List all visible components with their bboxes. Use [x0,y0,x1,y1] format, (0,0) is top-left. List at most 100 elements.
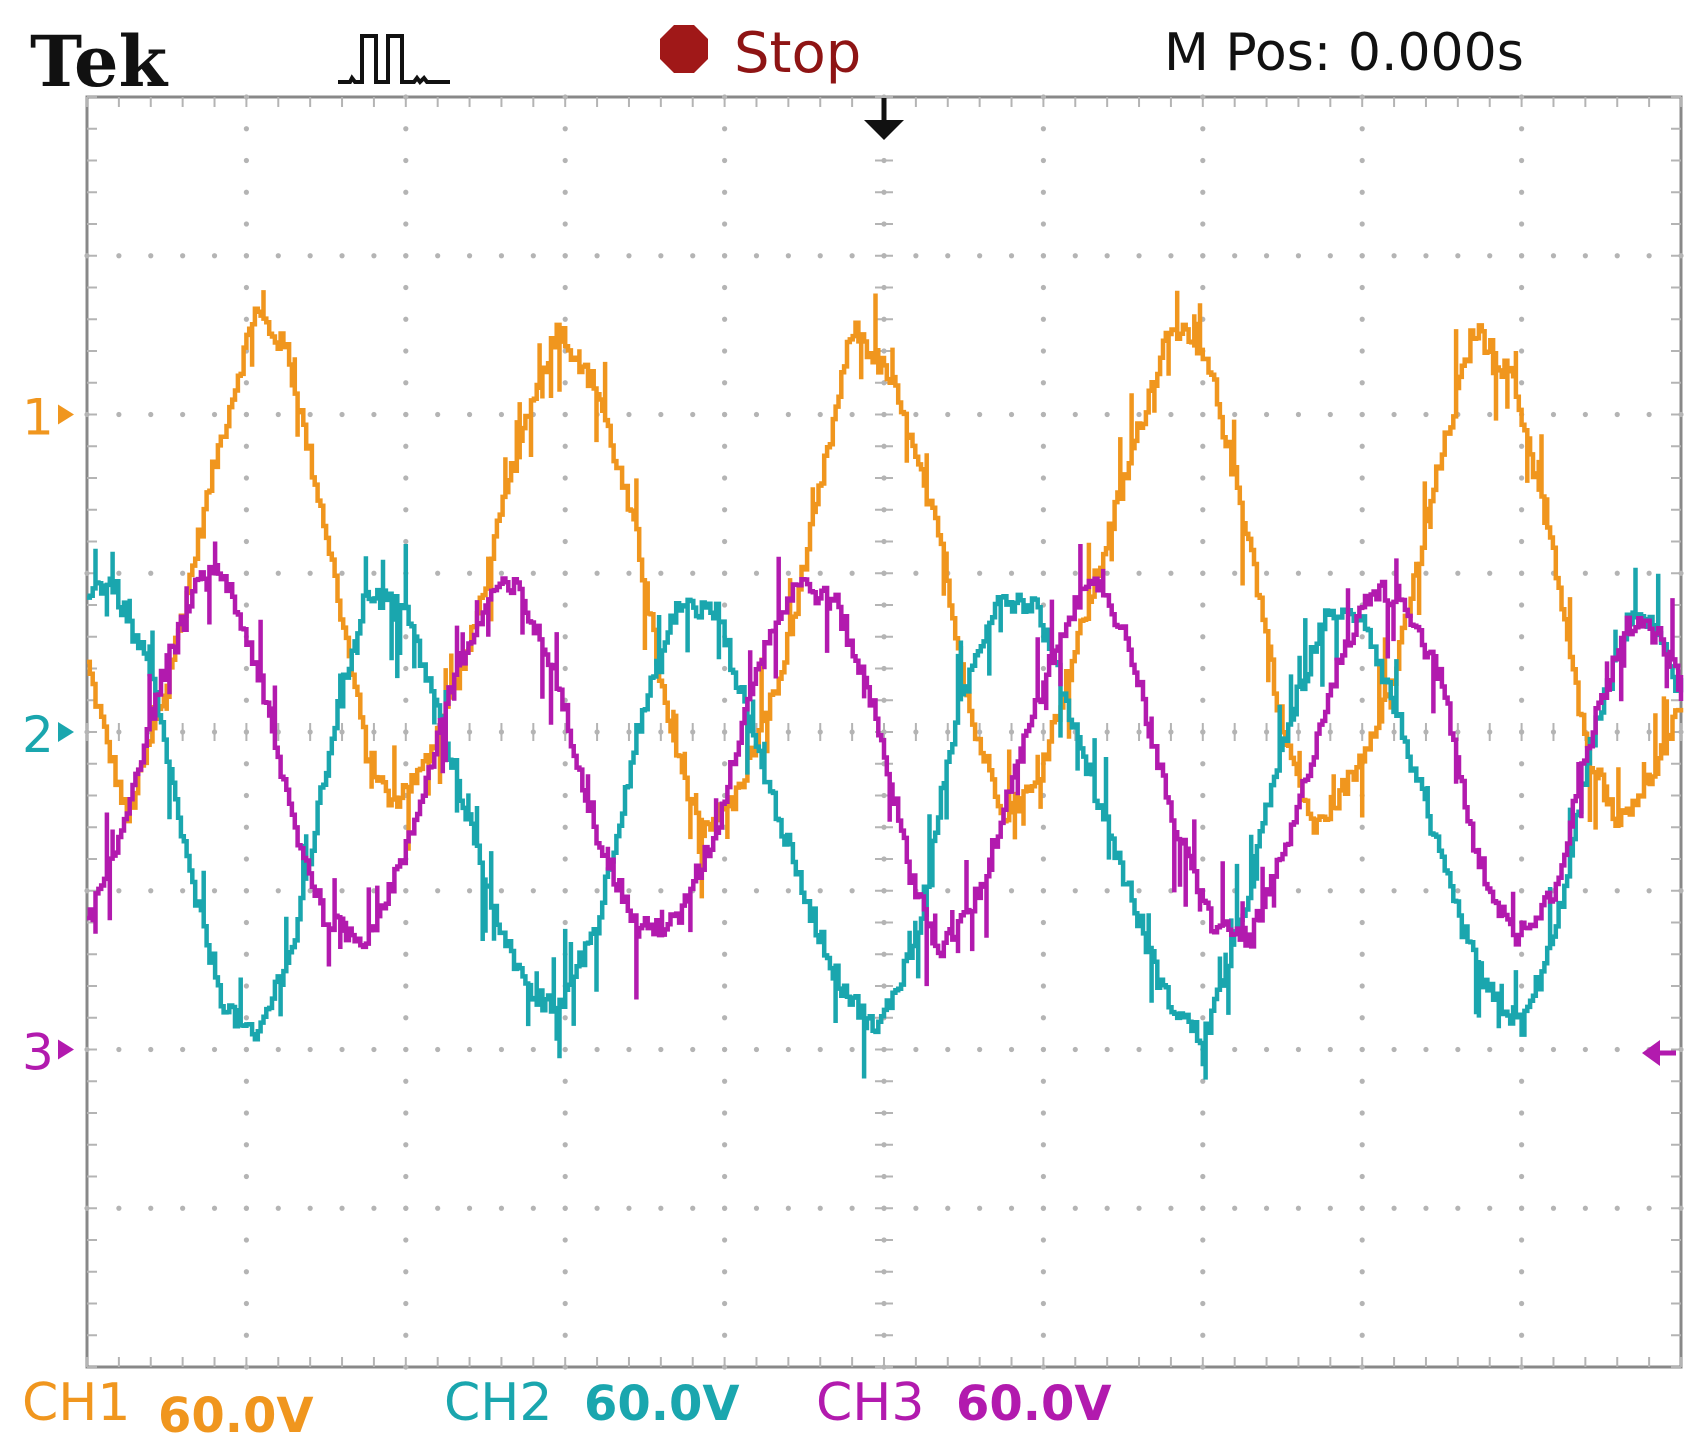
grid-dot [562,1173,568,1180]
grid-dot [1359,507,1365,513]
grid-dot [658,411,664,418]
grid-dot [626,253,632,259]
grid-dot [722,761,728,767]
grid-dot [243,665,249,672]
grid-dot [1359,1078,1365,1084]
grid-dot [116,1205,122,1211]
grid-dot [530,570,536,576]
grid-dot [1359,380,1365,386]
grid-dot [1391,411,1397,418]
grid-dot [243,507,249,513]
grid-dot [1232,411,1238,418]
grid-dot [658,570,664,576]
grid-dot [1168,570,1174,576]
grid-dot [690,253,696,259]
grid-dot [403,983,409,989]
ch3-label: CH3 [816,1373,925,1433]
grid-dot [1040,888,1046,894]
grid-dot [562,665,568,672]
grid-dot [626,570,632,576]
grid-dot [403,919,409,926]
grid-dot [1040,1205,1046,1211]
grid-dot [753,1046,760,1053]
grid-dot [562,1015,568,1021]
grid-dot [722,507,728,513]
grid-dot [722,1046,728,1053]
grid-dot [562,507,568,513]
grid-dot [1200,1078,1206,1084]
grid-dot [275,1046,281,1053]
grid-dot [849,253,855,259]
ch2-ground-arrow [58,722,74,742]
grid-dot [243,856,249,862]
grid-dot [1487,1205,1493,1211]
grid-dot [977,1046,983,1053]
grid-dot [1040,570,1046,576]
grid-dot [1423,888,1429,894]
grid-dot [945,1205,951,1211]
grid-dot [753,1205,760,1211]
grid-dot [1072,570,1078,576]
grid-dot [148,253,154,259]
grid-dot [1008,888,1015,894]
grid-dot [1040,443,1046,449]
grid-dot [722,1142,728,1148]
grid-dot [1359,189,1365,195]
grid-dot [1519,316,1525,322]
grid-dot [785,570,791,576]
grid-dot [275,253,281,259]
grid-dot [562,316,568,322]
grid-dot [1040,189,1046,195]
trigger-position-arrow [864,98,904,140]
grid-dot [371,1205,377,1211]
grid-dot [722,221,728,227]
grid-dot [1359,1142,1365,1148]
grid-dot [1040,983,1046,989]
grid-dot [1263,1205,1270,1211]
grid-dot [180,1205,186,1211]
grid-dot [753,570,760,576]
grid-dot [243,983,249,989]
grid-dot [403,284,409,291]
grid-dot [339,1046,345,1053]
grid-dot [722,951,728,957]
grid-dot [1040,221,1046,227]
grid-dot [1040,1110,1046,1116]
grid-dot [1359,951,1365,957]
grid-dot [403,665,409,672]
grid-dot [403,253,409,259]
grid-dot [1168,253,1174,259]
grid-dot [1104,1205,1110,1211]
grid-dot [722,411,728,418]
grid-dot [243,126,249,132]
grid-dot [243,475,249,481]
grid-dot [1359,888,1365,894]
grid-dot [1104,888,1110,894]
grid-dot [1200,126,1206,132]
grid-dot [1072,411,1078,418]
grid-dot [1391,253,1397,259]
grid-dot [562,1142,568,1148]
grid-dot [243,792,249,799]
grid-dot [1327,1205,1333,1211]
grid-dot [722,1269,728,1275]
grid-dot [1519,1300,1525,1307]
ch3-ground-arrow [58,1039,74,1060]
grid-dot [1519,126,1525,132]
grid-dot [1359,253,1365,259]
grid-dot [1519,1078,1525,1084]
grid-dot [1519,538,1525,545]
grid-dot [1359,1300,1365,1307]
ch3-trace [87,541,1684,1000]
grid-dot [1200,665,1206,672]
grid-dot [1327,888,1333,894]
ch3-scale: 60.0V [956,1376,1112,1432]
grid-dot [403,189,409,195]
grid-dot [785,1046,791,1053]
grid-dot [530,888,536,894]
grid-dot [403,761,409,767]
grid-dot [722,157,728,164]
grid-dot [1200,1173,1206,1180]
grid-dot [722,1078,728,1084]
grid-dot [1200,538,1206,545]
